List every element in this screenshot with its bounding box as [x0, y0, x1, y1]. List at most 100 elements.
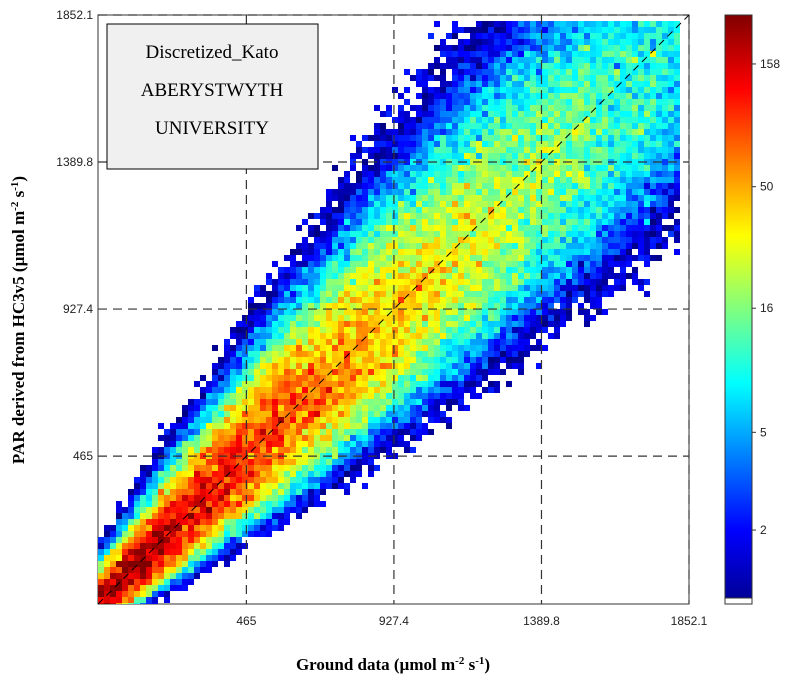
density-cell: [170, 585, 176, 591]
density-cell: [392, 279, 398, 285]
density-cell: [554, 69, 560, 75]
density-cell: [674, 135, 680, 141]
density-cell: [476, 201, 482, 207]
density-cell: [344, 399, 350, 405]
density-cell: [164, 435, 170, 441]
density-cell: [284, 387, 290, 393]
density-cell: [488, 279, 494, 285]
density-cell: [470, 225, 476, 231]
density-cell: [188, 561, 194, 567]
density-cell: [488, 183, 494, 189]
density-cell: [596, 279, 602, 285]
density-cell: [494, 207, 500, 213]
density-cell: [674, 27, 680, 33]
density-cell: [266, 477, 272, 483]
density-cell: [356, 231, 362, 237]
x-tick-label: 465: [236, 614, 256, 628]
density-cell: [584, 75, 590, 81]
density-cell: [524, 123, 530, 129]
density-cell: [530, 183, 536, 189]
density-cell: [380, 333, 386, 339]
density-cell: [476, 231, 482, 237]
density-cell: [218, 423, 224, 429]
density-cell: [512, 111, 518, 117]
density-cell: [512, 135, 518, 141]
density-cell: [356, 411, 362, 417]
density-cell: [548, 291, 554, 297]
density-cell: [362, 327, 368, 333]
density-cell: [524, 225, 530, 231]
density-cell: [296, 243, 302, 249]
density-cell: [644, 135, 650, 141]
density-cell: [560, 141, 566, 147]
density-cell: [308, 261, 314, 267]
density-cell: [146, 561, 152, 567]
density-cell: [530, 315, 536, 321]
density-cell: [674, 237, 680, 243]
density-cell: [644, 39, 650, 45]
density-cell: [374, 255, 380, 261]
density-cell: [566, 81, 572, 87]
density-cell: [578, 183, 584, 189]
density-cell: [230, 387, 236, 393]
density-cell: [386, 417, 392, 423]
density-cell: [608, 231, 614, 237]
density-cell: [644, 51, 650, 57]
density-cell: [560, 297, 566, 303]
density-cell: [476, 75, 482, 81]
density-cell: [428, 75, 434, 81]
density-cell: [338, 321, 344, 327]
density-cell: [452, 141, 458, 147]
density-cell: [488, 63, 494, 69]
density-cell: [278, 297, 284, 303]
density-cell: [170, 579, 176, 585]
density-cell: [362, 435, 368, 441]
density-cell: [524, 129, 530, 135]
density-cell: [410, 219, 416, 225]
density-cell: [224, 435, 230, 441]
density-cell: [620, 171, 626, 177]
density-cell: [494, 291, 500, 297]
density-cell: [212, 435, 218, 441]
density-cell: [470, 105, 476, 111]
density-cell: [302, 375, 308, 381]
density-cell: [260, 363, 266, 369]
density-cell: [236, 417, 242, 423]
density-cell: [296, 429, 302, 435]
density-cell: [422, 405, 428, 411]
density-cell: [572, 177, 578, 183]
density-cell: [536, 39, 542, 45]
density-cell: [674, 189, 680, 195]
density-cell: [416, 105, 422, 111]
density-cell: [548, 309, 554, 315]
density-cell: [428, 129, 434, 135]
density-cell: [224, 393, 230, 399]
density-cell: [356, 303, 362, 309]
density-cell: [470, 75, 476, 81]
density-cell: [350, 381, 356, 387]
density-cell: [668, 39, 674, 45]
density-cell: [566, 51, 572, 57]
density-cell: [464, 267, 470, 273]
density-cell: [278, 327, 284, 333]
density-cell: [596, 27, 602, 33]
density-cell: [398, 375, 404, 381]
density-cell: [146, 483, 152, 489]
density-cell: [368, 291, 374, 297]
density-cell: [518, 207, 524, 213]
density-cell: [572, 297, 578, 303]
density-cell: [320, 417, 326, 423]
density-cell: [110, 531, 116, 537]
density-cell: [374, 273, 380, 279]
density-cell: [242, 327, 248, 333]
density-cell: [116, 603, 122, 604]
colorbar-gradient: [724, 14, 753, 605]
density-cell: [488, 255, 494, 261]
density-cell: [500, 273, 506, 279]
density-cell: [608, 291, 614, 297]
density-cell: [488, 189, 494, 195]
density-cell: [404, 123, 410, 129]
density-cell: [380, 135, 386, 141]
density-cell: [500, 21, 506, 27]
density-cell: [152, 507, 158, 513]
